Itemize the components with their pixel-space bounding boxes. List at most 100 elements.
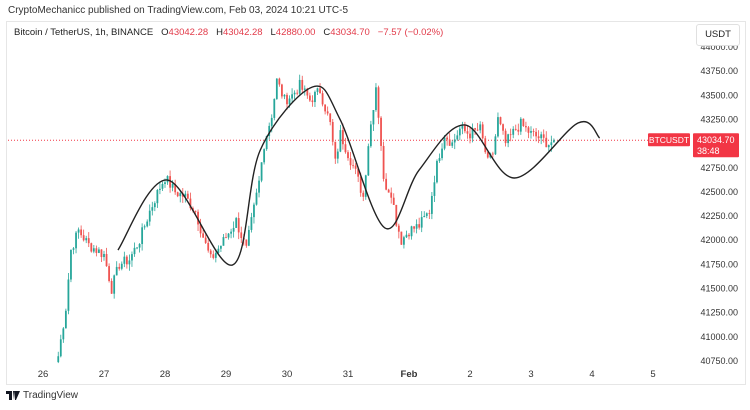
candle-body: [484, 138, 487, 153]
candle: [347, 150, 349, 161]
candle: [380, 116, 382, 151]
candle-body: [474, 128, 476, 130]
candle-body: [329, 113, 332, 122]
candle-body: [466, 131, 469, 134]
candle-body: [451, 142, 454, 146]
candle: [225, 232, 227, 239]
candle: [118, 263, 121, 271]
candle-body: [148, 210, 151, 222]
x-tick-label: 30: [282, 369, 293, 380]
candle: [466, 125, 469, 139]
candle: [199, 218, 202, 238]
candle-body: [176, 192, 179, 197]
candle: [77, 227, 80, 239]
candle-body: [179, 193, 182, 197]
candle-body: [540, 134, 543, 139]
candle: [547, 144, 550, 152]
candle: [176, 191, 179, 198]
candle: [428, 209, 431, 220]
candle: [133, 242, 136, 257]
candle: [293, 90, 296, 100]
candle-body: [458, 128, 461, 136]
candle: [535, 127, 537, 142]
candle-body: [423, 215, 426, 218]
candle: [507, 133, 510, 148]
candle-body: [207, 242, 210, 251]
candle: [298, 74, 301, 96]
candle: [128, 254, 131, 271]
candle-body: [153, 203, 156, 208]
candle-body: [347, 152, 349, 159]
candle-body: [552, 140, 555, 143]
candle: [222, 233, 225, 246]
currency-button[interactable]: USDT: [696, 24, 740, 46]
candle-body: [62, 328, 65, 340]
candle: [250, 212, 253, 233]
candle-body: [278, 78, 281, 85]
candle-body: [115, 266, 118, 276]
candle-body: [80, 229, 83, 236]
candle-body: [476, 129, 479, 131]
candle-body: [131, 254, 133, 261]
candle-body: [486, 152, 489, 158]
candle-body: [141, 227, 144, 245]
candle-body: [375, 87, 377, 111]
candle: [146, 219, 149, 228]
candle-body: [362, 192, 365, 197]
candle-body: [125, 256, 128, 265]
candle-body: [438, 158, 441, 161]
candle-body: [410, 226, 413, 237]
candle: [461, 121, 464, 135]
x-tick-label: 26: [38, 369, 49, 380]
candle: [326, 106, 329, 116]
candle: [430, 192, 433, 220]
candle-body: [397, 225, 400, 232]
candle: [308, 92, 311, 103]
candle-body: [542, 134, 545, 138]
candle-body: [464, 125, 466, 132]
symbol-label[interactable]: Bitcoin / TetherUS, 1h, BINANCE: [14, 27, 154, 38]
candle-body: [550, 142, 553, 146]
candle-body: [220, 245, 222, 249]
candle-body: [509, 134, 512, 136]
candle: [217, 245, 220, 254]
candle: [456, 130, 459, 141]
candle: [542, 129, 545, 143]
candle: [354, 163, 357, 175]
candle-body: [87, 238, 90, 244]
y-tick-label: 42750.00: [700, 163, 738, 173]
candle: [90, 242, 93, 253]
candle: [268, 122, 271, 140]
candle-body: [441, 148, 443, 159]
candle: [352, 159, 354, 169]
candle: [403, 235, 405, 249]
candle: [115, 261, 118, 276]
y-tick-label: 43250.00: [700, 114, 738, 124]
candle: [151, 201, 154, 216]
candle: [131, 251, 133, 267]
candle: [367, 143, 370, 176]
candle-body: [67, 279, 70, 311]
candle-body: [519, 118, 522, 132]
candle-body: [133, 247, 136, 255]
candle: [446, 135, 449, 146]
candle-body: [255, 192, 258, 205]
y-tick-label: 42500.00: [700, 187, 738, 197]
candle: [75, 231, 77, 254]
candle-body: [128, 260, 131, 265]
candle: [349, 151, 352, 170]
candle: [120, 261, 123, 271]
candle-body: [120, 263, 123, 269]
candle-body: [527, 127, 530, 133]
candle-body: [59, 339, 62, 357]
candle-body: [405, 234, 408, 238]
candle-body: [268, 125, 271, 136]
candle: [314, 90, 316, 107]
candle-body: [428, 213, 431, 215]
candle-body: [194, 210, 197, 212]
candle-body: [545, 137, 548, 148]
y-tick-label: 41750.00: [700, 259, 738, 269]
candle: [143, 224, 146, 230]
candle-body: [227, 233, 230, 238]
